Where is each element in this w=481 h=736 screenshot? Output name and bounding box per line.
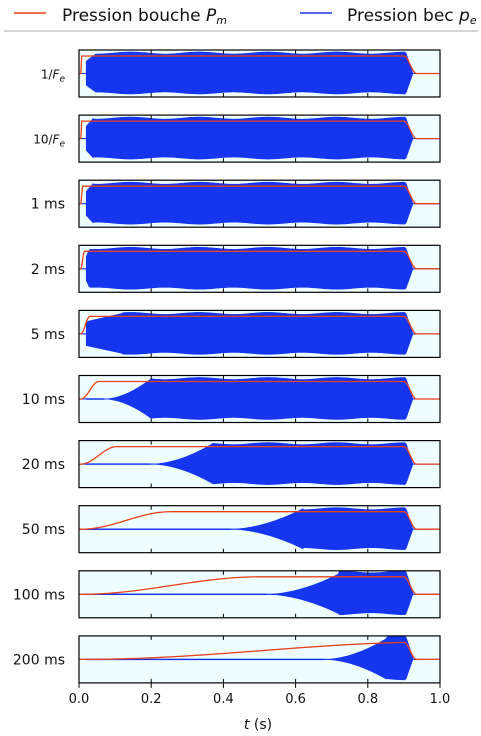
panels: 1/Fe 10/Fe 1 ms 2 ms 5 ms 10 ms 20 ms 50 ms 100 … — [13, 49, 441, 684]
reed-pressure-series — [85, 635, 414, 681]
x-tick-label: 0.8 — [357, 692, 378, 707]
x-tick-label: 0.4 — [213, 692, 234, 707]
x-tick-label: 0.6 — [285, 692, 306, 707]
panel-frame — [78, 309, 441, 358]
mouth-pressure-series — [79, 185, 440, 205]
panel-frame — [78, 179, 441, 228]
panel-label: 5 ms — [31, 327, 65, 343]
mouth-pressure-series — [79, 120, 440, 140]
panel-8: 100 ms — [13, 570, 441, 619]
panel-9: 200 ms — [13, 635, 441, 684]
panel-4: 5 ms — [31, 309, 441, 358]
legend-label-mouth-pressure: Pression bouche Pm — [62, 6, 227, 27]
panel-7: 50 ms — [22, 505, 441, 554]
panel-label: 1 ms — [31, 197, 65, 213]
reed-pressure-series — [85, 312, 414, 355]
panel-label: 10 ms — [22, 392, 65, 408]
x-tick-label: 1.0 — [430, 692, 451, 707]
panel-frame — [78, 114, 441, 163]
panel-label: 50 ms — [22, 522, 65, 538]
panel-frame — [78, 244, 441, 293]
panel-label: 2 ms — [31, 262, 65, 278]
panel-frame — [78, 374, 441, 424]
mouth-pressure-series — [79, 641, 440, 661]
panel-frame — [78, 440, 441, 489]
reed-pressure-series — [85, 51, 414, 95]
reed-pressure-series — [85, 181, 414, 225]
reed-pressure-series — [85, 246, 414, 290]
mouth-pressure-series — [79, 511, 440, 530]
panel-3: 2 ms — [31, 244, 441, 293]
panel-label: 10/Fe — [33, 133, 65, 150]
legend: Pression bouche Pm Pression bec pe — [4, 6, 478, 32]
mouth-pressure-series — [79, 315, 440, 335]
panel-label: 20 ms — [22, 457, 65, 473]
x-axis: 0.0 0.2 0.4 0.6 0.8 1.0 — [69, 682, 451, 707]
mouth-pressure-series — [79, 55, 440, 75]
x-axis-label: t (s) — [244, 717, 272, 733]
panel-6: 20 ms — [22, 440, 441, 489]
reed-pressure-series — [85, 570, 414, 616]
x-tick-label: 0.2 — [141, 692, 162, 707]
x-tick-label: 0.0 — [69, 692, 90, 707]
panel-frame — [78, 505, 441, 554]
panel-2: 1 ms — [31, 179, 441, 228]
mouth-pressure-series — [79, 445, 440, 465]
panel-label: 200 ms — [13, 652, 65, 668]
panel-frame — [78, 635, 441, 684]
reed-pressure-series — [85, 377, 414, 420]
legend-label-reed-pressure: Pression bec pe — [347, 6, 477, 27]
panel-label: 100 ms — [13, 587, 65, 603]
mouth-pressure-series — [79, 576, 440, 595]
reed-pressure-series — [85, 116, 414, 160]
reed-pressure-series — [85, 442, 414, 485]
panel-label: 1/Fe — [41, 68, 66, 85]
mouth-pressure-series — [79, 250, 440, 270]
panel-1: 10/Fe — [33, 114, 441, 163]
panel-0: 1/Fe — [41, 49, 441, 98]
panel-5: 10 ms — [22, 374, 441, 424]
mouth-pressure-series — [79, 380, 440, 400]
reed-pressure-series — [85, 507, 414, 550]
panel-frame — [78, 49, 441, 98]
panel-frame — [78, 570, 441, 619]
